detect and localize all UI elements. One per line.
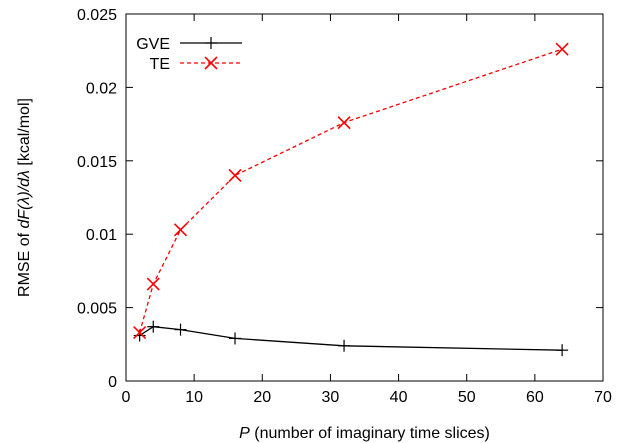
- plot-frame: [125, 13, 604, 382]
- x-tick-label: 50: [458, 389, 476, 406]
- te-data-point: [146, 277, 160, 291]
- x-axis-label-text: (number of imaginary time slices): [250, 425, 490, 442]
- x-axis-label-symbol: P: [239, 425, 250, 442]
- te-data-point: [173, 223, 188, 237]
- x-tick-label: 30: [322, 389, 340, 406]
- y-tick-label: 0.025: [77, 7, 117, 24]
- x-axis-label: P (number of imaginary time slices): [239, 425, 490, 442]
- te-data-point: [337, 116, 351, 130]
- axis-labels: P (number of imaginary time slices) RMSE …: [16, 98, 490, 442]
- te-series-line: [138, 48, 563, 333]
- x-tick-label: 20: [253, 389, 271, 406]
- plot-area: [125, 13, 604, 382]
- y-tick-label: 0: [108, 374, 117, 391]
- legend-label-te: TE: [150, 56, 170, 73]
- axis-ticks: 0 10 20 30 40 50 60 70 0 0.005 0.01 0.015 0.02 0.025: [77, 7, 612, 406]
- y-tick-label: 0.015: [77, 154, 117, 171]
- legend: GVE TE: [136, 36, 242, 73]
- y-tick-label: 0.005: [77, 301, 117, 318]
- legend-marker-te: [204, 56, 218, 70]
- y-axis-label: RMSE of dF(λ)/dλ [kcal/mol]: [16, 98, 33, 297]
- te-data-point: [555, 42, 569, 56]
- x-tick-label: 40: [390, 389, 408, 406]
- series-layer: [133, 42, 569, 357]
- y-axis-label-post: [kcal/mol]: [16, 98, 33, 170]
- gve-series-line: [139, 326, 563, 351]
- te-data-point: [228, 168, 242, 183]
- x-tick-label: 60: [526, 389, 544, 406]
- y-tick-label: 0.01: [86, 227, 117, 244]
- y-axis-label-italic: dF(λ)/dλ: [16, 170, 33, 229]
- te-data-point: [133, 325, 147, 340]
- x-tick-label: 70: [594, 389, 612, 406]
- y-tick-label: 0.02: [86, 80, 117, 97]
- legend-label-gve: GVE: [136, 36, 170, 53]
- x-tick-label: 0: [122, 389, 131, 406]
- y-axis-label-pre: RMSE of: [16, 228, 33, 296]
- x-tick-label: 10: [185, 389, 203, 406]
